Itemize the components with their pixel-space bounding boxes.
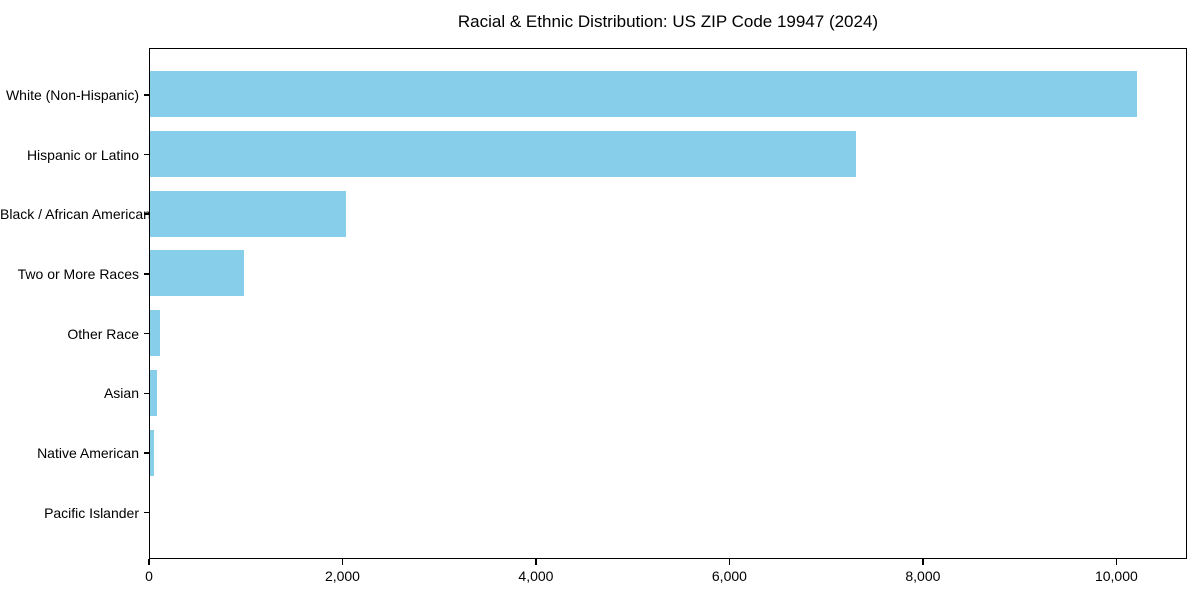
x-tick-label: 4,000 (518, 568, 554, 584)
x-tick-label: 2,000 (324, 568, 360, 584)
category-label: Pacific Islander (44, 504, 139, 521)
y-axis-tick (144, 452, 149, 454)
bar (150, 71, 1137, 118)
bar (150, 250, 244, 297)
x-axis-tick (535, 559, 537, 565)
bar (150, 190, 347, 237)
y-axis-tick (144, 213, 149, 215)
category-label: Native American (37, 445, 139, 461)
category-label: Two or More Races (17, 265, 139, 282)
x-tick-label: 6,000 (711, 568, 747, 584)
x-axis-tick (728, 559, 731, 565)
plot-area (149, 48, 1187, 559)
y-axis-tick (144, 511, 149, 514)
category-label: White (Non-Hispanic) (5, 86, 139, 103)
y-axis-tick (144, 332, 149, 335)
category-label: Hispanic or Latino (26, 146, 139, 163)
bar (150, 429, 154, 476)
x-axis-tick (1115, 559, 1118, 565)
bar (150, 310, 161, 357)
y-axis-tick (144, 94, 149, 96)
x-tick-label: 10,000 (1094, 568, 1138, 584)
x-axis-tick (922, 559, 924, 565)
category-label: Black / African American (0, 206, 151, 223)
y-axis-tick (144, 392, 149, 395)
x-tick-label: 0 (145, 568, 153, 584)
bar (150, 369, 158, 416)
x-axis-tick (148, 559, 150, 565)
y-axis-tick (144, 153, 149, 156)
category-label: Other Race (67, 325, 139, 342)
category-label: Asian (103, 385, 139, 402)
chart-title: Racial & Ethnic Distribution: US ZIP Cod… (457, 12, 879, 31)
x-tick-label: 8,000 (905, 568, 941, 584)
y-axis-tick (144, 273, 149, 275)
bar (150, 131, 857, 177)
x-axis-tick (341, 559, 344, 565)
